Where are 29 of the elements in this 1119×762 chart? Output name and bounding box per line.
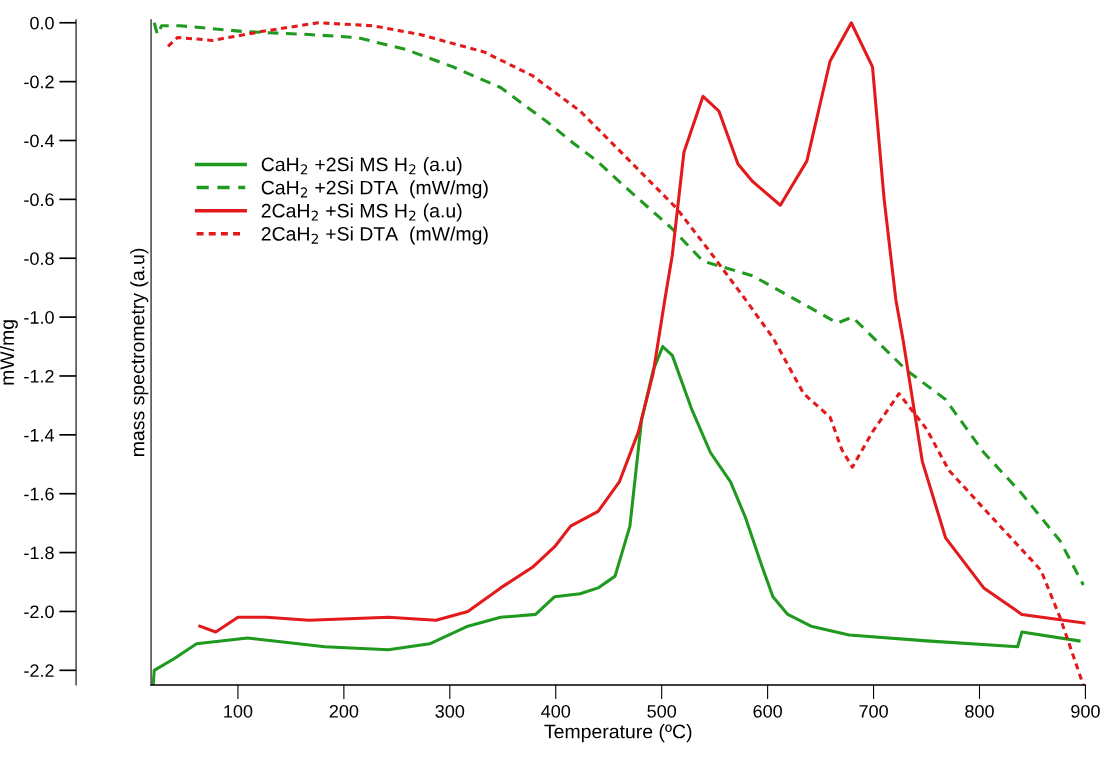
y-tick-label: -2.0	[24, 605, 54, 619]
y-tick-label: -0.6	[24, 193, 54, 207]
y-tick-label: -2.2	[24, 664, 54, 677]
x-tick-label: 300	[435, 704, 465, 718]
y-tick-label: -1.4	[24, 428, 55, 442]
x-tick-label: 100	[224, 704, 253, 718]
x-tick-label: 800	[965, 704, 994, 718]
legend-label: CaH$_{2}$ +2Si DTA (mW/mg)	[261, 180, 488, 199]
y-tick-label: -1.0	[24, 311, 54, 324]
y-tick-label: -0.8	[24, 252, 54, 265]
y2-axis-title: mass spectrometry (a.u)	[130, 248, 149, 456]
y-tick-label: -0.4	[24, 134, 55, 148]
y-tick-label: -1.8	[24, 546, 54, 560]
x-axis-title: Temperature (ºC)	[544, 724, 692, 743]
x-tick-label: 200	[329, 704, 359, 718]
y-tick-label: -1.6	[24, 487, 54, 501]
legend-label: 2CaH$_{2}$ +Si MS H$_{2}$ (a.u)	[261, 203, 462, 222]
legend-label: CaH$_{2}$ +2Si MS H$_{2}$ (a.u)	[261, 157, 462, 176]
y-axis-title: mW/mg	[0, 320, 18, 385]
line-series	[151, 345, 1081, 686]
y-tick-label: -0.2	[24, 75, 54, 89]
legend-label: 2CaH$_{2}$ +Si DTA (mW/mg)	[261, 226, 488, 245]
x-tick-label: 500	[647, 704, 677, 718]
x-tick-label: 700	[859, 704, 888, 718]
y-tick-label: -1.2	[24, 369, 54, 383]
x-tick-label: 600	[753, 704, 782, 718]
x-tick-label: 900	[1071, 704, 1100, 718]
y-tick-label: 0.0	[30, 16, 54, 30]
x-tick-label: 400	[541, 704, 571, 718]
